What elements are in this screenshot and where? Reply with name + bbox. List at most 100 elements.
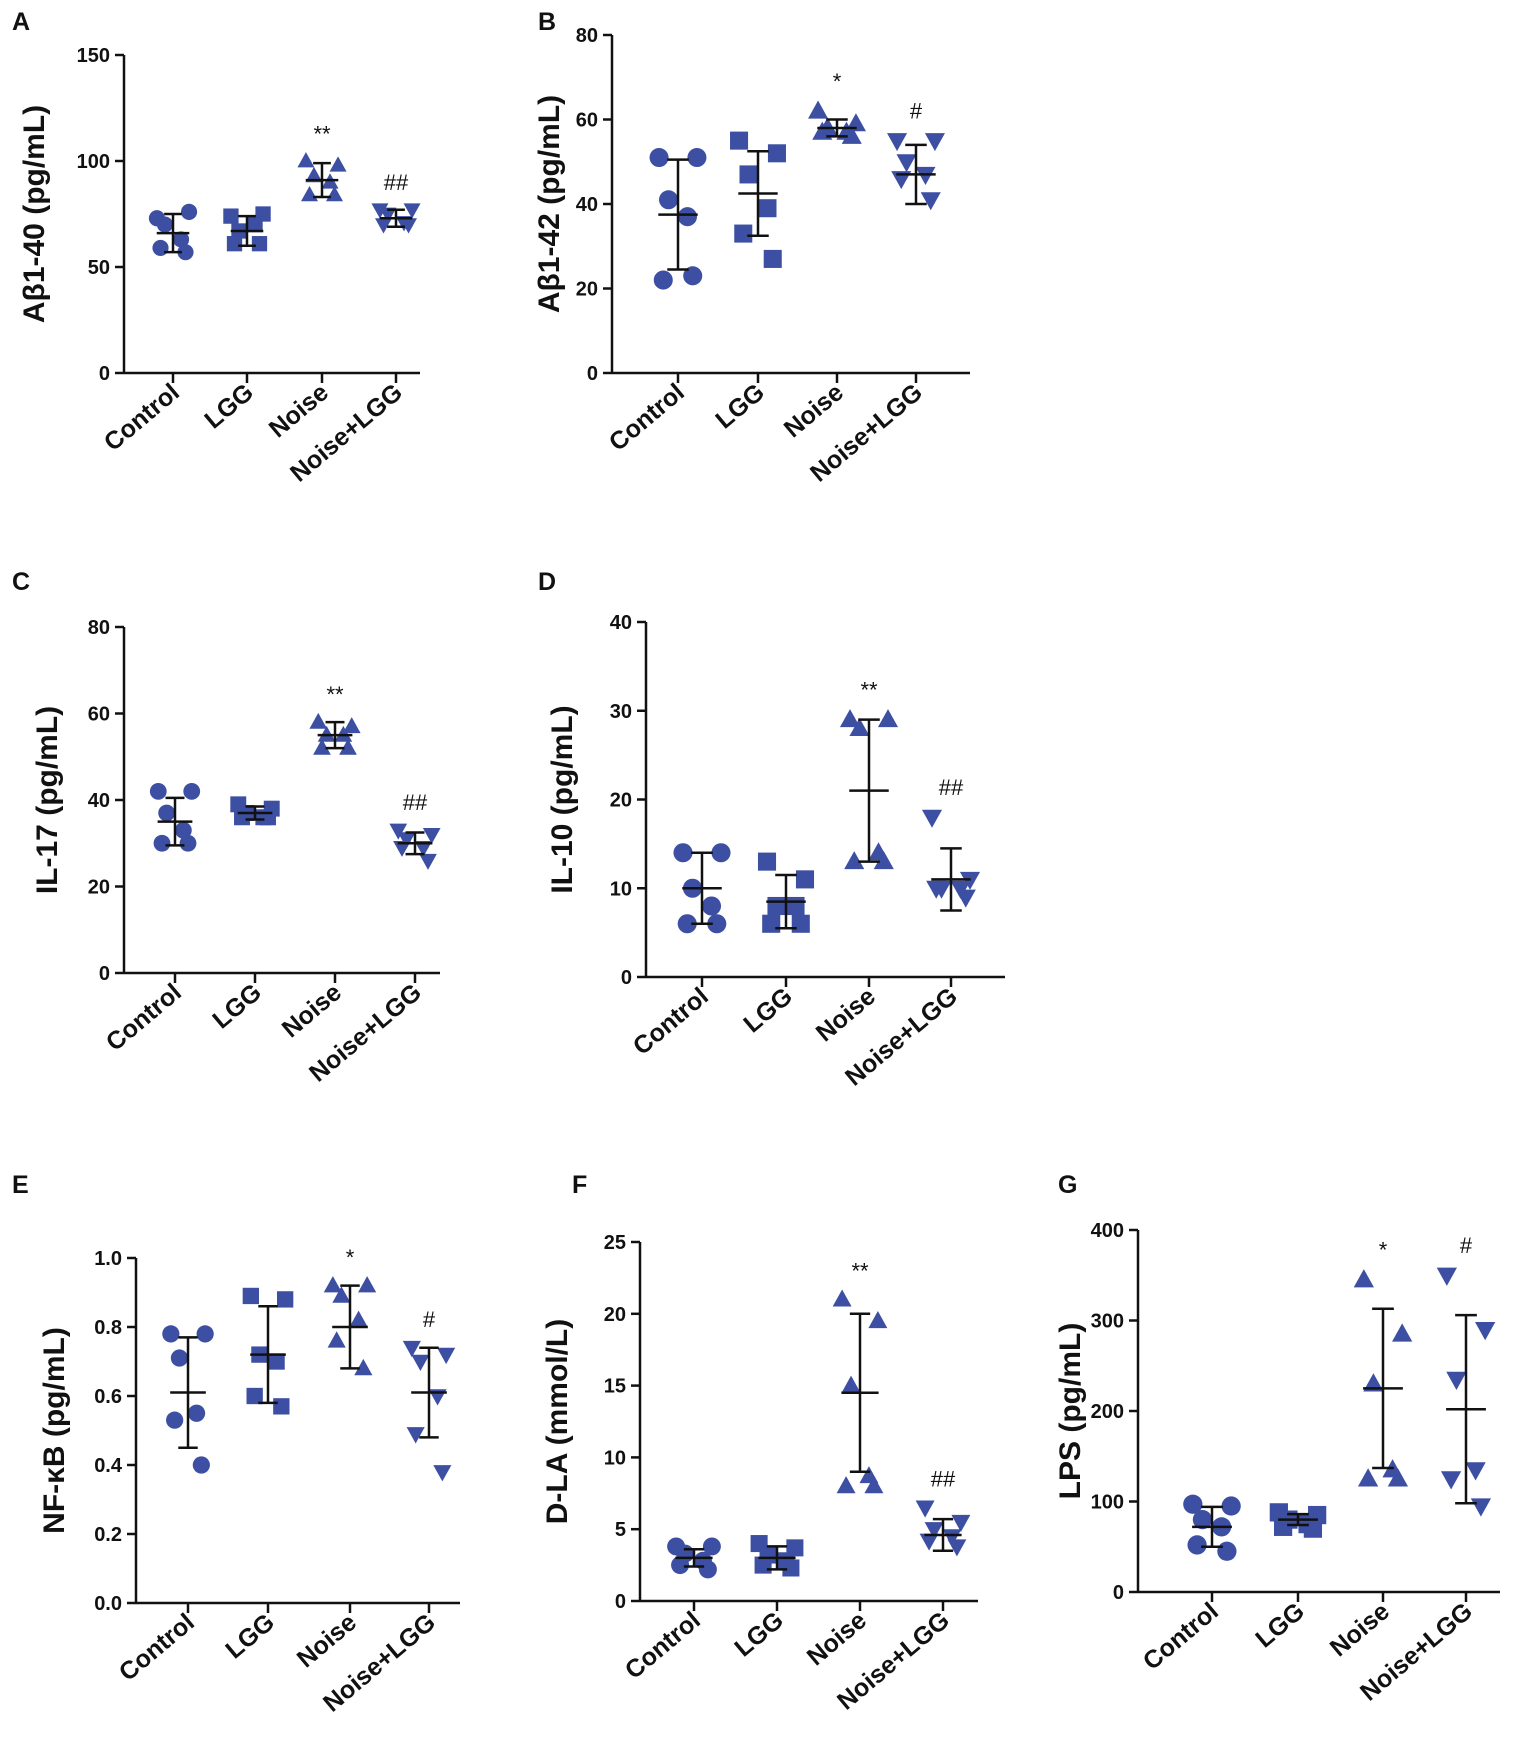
data-point — [947, 1539, 967, 1557]
y-tick-label: 80 — [88, 617, 110, 639]
data-point — [393, 840, 411, 857]
group-noise-lgg: Noise+LGG# — [1355, 1233, 1496, 1707]
y-tick-label: 0 — [621, 967, 632, 989]
y-tick-label: 50 — [88, 257, 110, 279]
group-control: Control — [114, 1325, 214, 1687]
y-axis-label: Aβ1-40 (pg/mL) — [18, 105, 51, 323]
y-tick-label: 400 — [1091, 1220, 1124, 1242]
x-tick-label: LGG — [207, 978, 266, 1034]
y-axis-label: LPS (pg/mL) — [1054, 1323, 1087, 1500]
significance-mark: * — [1379, 1238, 1388, 1263]
data-point — [795, 870, 815, 889]
data-point — [305, 166, 323, 183]
data-point — [397, 832, 416, 849]
data-point — [411, 1354, 430, 1372]
data-point — [422, 827, 441, 844]
data-point — [332, 1286, 351, 1303]
data-point — [273, 1398, 290, 1415]
data-point — [687, 148, 707, 168]
data-point — [403, 203, 421, 219]
data-point — [327, 1331, 346, 1348]
data-point — [371, 203, 389, 219]
y-tick-label: 1.0 — [94, 1248, 122, 1270]
data-point — [757, 852, 777, 871]
data-point — [1470, 1498, 1492, 1517]
group-noise: Noise ** — [277, 682, 361, 1043]
data-point — [246, 1387, 263, 1405]
data-point — [179, 834, 197, 852]
panel-letter: D — [538, 568, 556, 596]
y-tick-label: 40 — [610, 612, 632, 634]
y-tick-label: 25 — [604, 1232, 626, 1254]
group-noise: Noise ** — [811, 678, 899, 1047]
data-point — [786, 896, 805, 916]
data-point — [301, 185, 319, 202]
data-point — [251, 236, 268, 252]
data-point — [339, 738, 357, 755]
data-point — [406, 1427, 425, 1444]
data-point — [849, 717, 870, 737]
x-tick-label: Control — [99, 378, 185, 457]
data-point — [673, 843, 693, 863]
data-point — [242, 1287, 260, 1305]
group-noise: Noise ** — [802, 1258, 888, 1671]
data-point — [782, 1559, 800, 1577]
data-point — [223, 208, 239, 224]
x-tick-label: Noise — [802, 1606, 872, 1671]
data-point — [309, 712, 328, 729]
group-lgg: LGG — [207, 796, 280, 1034]
y-tick-label: 40 — [576, 194, 598, 216]
data-point — [701, 896, 722, 916]
group-noise: Noise * — [779, 69, 866, 443]
x-tick-label: Noise — [779, 378, 849, 443]
data-point — [919, 1533, 939, 1551]
x-tick-label: Control — [604, 378, 690, 457]
data-point — [313, 738, 331, 755]
data-point — [836, 1476, 856, 1494]
y-axis-label: IL-10 (pg/mL) — [546, 705, 579, 893]
data-point — [399, 218, 417, 234]
significance-mark: ** — [313, 121, 331, 146]
y-tick-label: 0.0 — [94, 1593, 122, 1615]
data-point — [808, 100, 829, 119]
data-point — [329, 156, 347, 172]
x-tick-label: Control — [628, 982, 714, 1061]
panel-b: B 0 20 40 60 80 Aβ1-42 (pg/mL) Control LGG Noise *… — [533, 8, 970, 488]
data-point — [1392, 1323, 1413, 1342]
data-point — [707, 914, 727, 934]
data-point — [877, 709, 899, 728]
data-point — [762, 914, 781, 933]
panel-g: G 0 100 200 300 400 LPS (pg/mL) Control LGG Noise… — [1054, 1171, 1500, 1707]
significance-mark: * — [833, 69, 842, 94]
data-point — [1475, 1321, 1496, 1341]
y-tick-label: 0.4 — [94, 1455, 123, 1477]
data-point — [896, 154, 917, 173]
y-tick-label: 0 — [615, 1591, 626, 1613]
data-point — [698, 1560, 717, 1579]
x-tick-label: LGG — [729, 1606, 788, 1662]
x-tick-label: LGG — [199, 378, 258, 434]
data-point — [354, 1358, 373, 1376]
data-point — [1221, 1496, 1241, 1516]
panel-letter: A — [12, 8, 30, 36]
group-lgg: LGG — [199, 206, 271, 434]
y-axis-label: Aβ1-42 (pg/mL) — [533, 95, 566, 313]
data-point — [887, 133, 908, 152]
data-point — [844, 851, 865, 870]
data-point — [389, 823, 408, 840]
data-point — [677, 207, 697, 227]
y-tick-label: 0.2 — [94, 1524, 122, 1546]
data-point — [671, 1556, 690, 1575]
data-point — [758, 199, 777, 218]
y-tick-label: 20 — [604, 1304, 626, 1326]
y-tick-label: 300 — [1091, 1311, 1124, 1333]
x-tick-label: Noise — [292, 1608, 362, 1673]
x-tick-label: Noise — [811, 982, 881, 1047]
x-tick-label: LGG — [1250, 1597, 1309, 1653]
y-tick-label: 100 — [77, 151, 110, 173]
panel-letter: F — [572, 1171, 587, 1199]
data-point — [1353, 1269, 1374, 1288]
group-lgg: LGG — [220, 1287, 294, 1664]
significance-mark: ## — [403, 790, 428, 815]
